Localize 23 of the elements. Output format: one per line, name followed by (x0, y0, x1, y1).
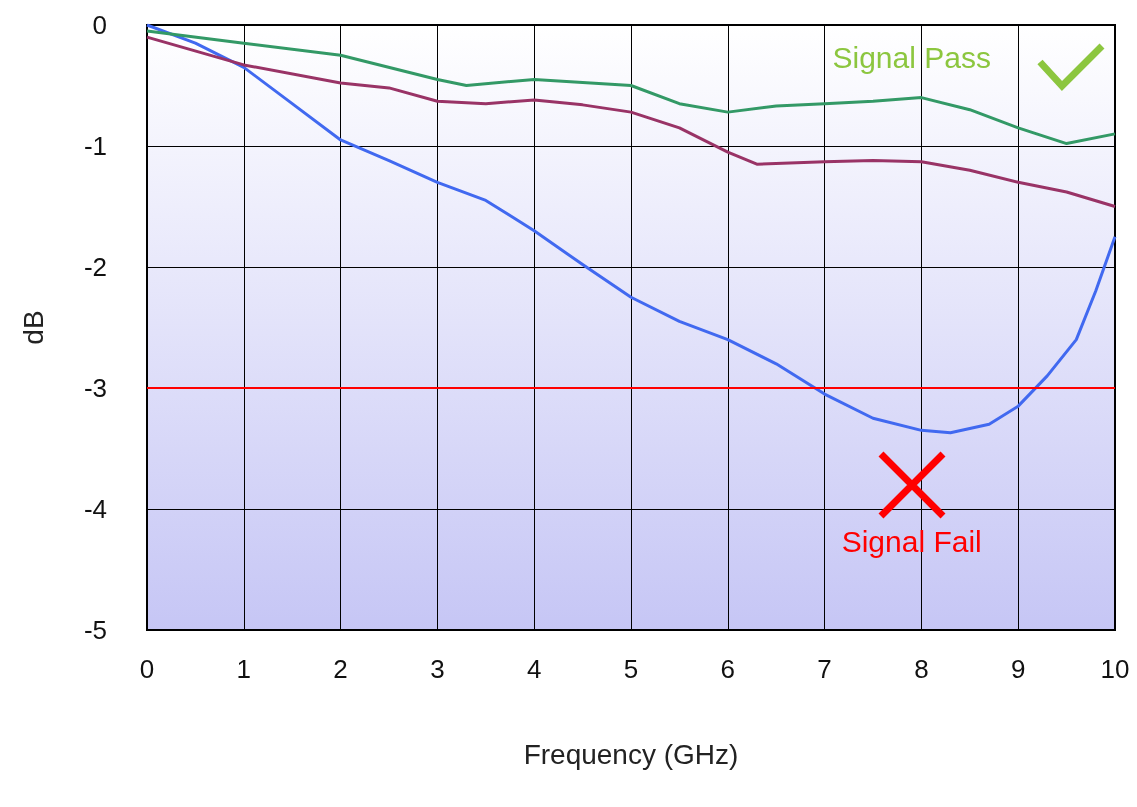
line-series (145, 23, 1117, 435)
x-tick-label: 8 (914, 654, 929, 684)
line-series (145, 29, 1117, 146)
x-tick-label: 10 (1100, 654, 1130, 684)
x-tick-label: 4 (526, 654, 542, 684)
y-tick-label: -3 (83, 373, 107, 403)
y-tick-label: 0 (92, 10, 107, 40)
x-tick-label: 7 (817, 654, 832, 684)
y-tick-label: -1 (83, 131, 107, 161)
annotation: Signal Pass (832, 40, 991, 75)
y-tick-label: -4 (83, 494, 107, 524)
x-tick-label: 1 (236, 654, 252, 684)
x-tick-label: 5 (623, 654, 639, 684)
x-tick-label: 0 (139, 654, 155, 684)
y-axis-title: dB (17, 310, 49, 345)
y-tick-label: -5 (83, 615, 107, 645)
x-tick-label: 3 (430, 654, 445, 684)
y-tick-label: -2 (83, 252, 107, 282)
x-tick-label: 6 (720, 654, 736, 684)
x-tick-label: 2 (333, 654, 348, 684)
line-series (145, 35, 1117, 208)
x-axis-title: Frequency (GHz) (523, 738, 739, 770)
x-tick-label: 9 (1010, 654, 1026, 684)
